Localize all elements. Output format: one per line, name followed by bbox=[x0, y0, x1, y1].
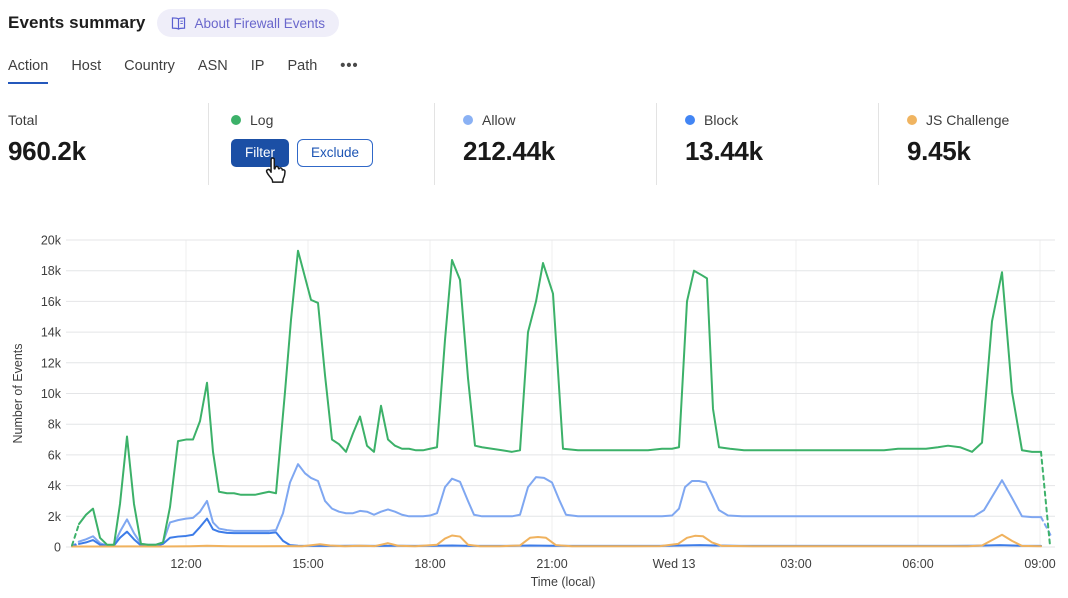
svg-text:4k: 4k bbox=[48, 479, 62, 493]
svg-text:12k: 12k bbox=[41, 356, 62, 370]
stats-row: Total 960.2k Log Filter Exclude Allow 21… bbox=[0, 103, 1068, 185]
svg-text:0: 0 bbox=[54, 541, 61, 555]
stat-js-challenge-label: JS Challenge bbox=[926, 112, 1010, 128]
tab-ip[interactable]: IP bbox=[250, 58, 265, 74]
tab-host[interactable]: Host bbox=[71, 58, 102, 74]
filter-button[interactable]: Filter bbox=[231, 139, 289, 167]
stat-block-label: Block bbox=[704, 112, 739, 128]
page-title: Events summary bbox=[8, 13, 146, 32]
svg-text:15:00: 15:00 bbox=[292, 557, 323, 571]
svg-text:Number of Events: Number of Events bbox=[11, 343, 25, 443]
svg-text:18k: 18k bbox=[41, 264, 62, 278]
tab-country[interactable]: Country bbox=[124, 58, 175, 74]
events-time-series-chart: 0 2k 4k 6k 8k 10k 12k 14k 16k 18k 20k 12:00 15:00 18:… bbox=[0, 225, 1068, 598]
svg-text:16k: 16k bbox=[41, 295, 62, 309]
svg-text:10k: 10k bbox=[41, 387, 62, 401]
svg-text:8k: 8k bbox=[48, 418, 62, 432]
stat-block: Block 13.44k bbox=[656, 103, 878, 185]
block-series-dot bbox=[685, 115, 695, 125]
stat-js-challenge: JS Challenge 9.45k bbox=[878, 103, 1068, 185]
svg-text:03:00: 03:00 bbox=[780, 557, 811, 571]
tabs-more-button[interactable]: ••• bbox=[340, 58, 359, 74]
tab-asn[interactable]: ASN bbox=[197, 58, 228, 74]
stat-allow-value: 212.44k bbox=[463, 136, 555, 166]
stat-allow: Allow 212.44k bbox=[434, 103, 656, 185]
svg-text:09:00: 09:00 bbox=[1024, 557, 1055, 571]
about-badge-label: About Firewall Events bbox=[194, 15, 326, 31]
summary-tabs: Action Host Country ASN IP Path ••• bbox=[8, 58, 359, 84]
svg-text:20k: 20k bbox=[41, 234, 62, 248]
svg-text:06:00: 06:00 bbox=[902, 557, 933, 571]
stat-block-value: 13.44k bbox=[685, 136, 763, 166]
stat-allow-label: Allow bbox=[482, 112, 516, 128]
svg-text:14k: 14k bbox=[41, 326, 62, 340]
stat-log: Log Filter Exclude bbox=[208, 103, 434, 185]
svg-text:21:00: 21:00 bbox=[536, 557, 567, 571]
svg-text:12:00: 12:00 bbox=[170, 557, 201, 571]
svg-text:18:00: 18:00 bbox=[414, 557, 445, 571]
stat-total: Total 960.2k bbox=[0, 103, 208, 185]
exclude-button[interactable]: Exclude bbox=[297, 139, 374, 167]
stat-log-label: Log bbox=[250, 112, 274, 128]
allow-series-dot bbox=[463, 115, 473, 125]
svg-text:2k: 2k bbox=[48, 510, 62, 524]
log-series-dot bbox=[231, 115, 241, 125]
svg-text:Time (local): Time (local) bbox=[531, 575, 596, 589]
js-challenge-series-dot bbox=[907, 115, 917, 125]
svg-text:Wed 13: Wed 13 bbox=[653, 557, 696, 571]
svg-text:6k: 6k bbox=[48, 448, 62, 462]
stat-js-challenge-value: 9.45k bbox=[907, 136, 971, 166]
about-firewall-events-badge[interactable]: About Firewall Events bbox=[157, 9, 340, 37]
header: Events summary About Firewall Events bbox=[8, 9, 340, 37]
book-icon bbox=[171, 16, 186, 30]
tab-path[interactable]: Path bbox=[287, 58, 318, 74]
tab-action[interactable]: Action bbox=[8, 58, 49, 84]
stat-total-label: Total bbox=[8, 112, 38, 128]
stat-total-value: 960.2k bbox=[8, 136, 86, 166]
